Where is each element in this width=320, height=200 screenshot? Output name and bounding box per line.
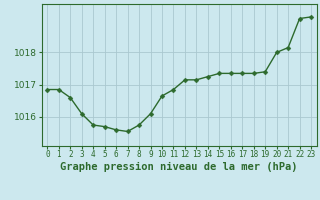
- X-axis label: Graphe pression niveau de la mer (hPa): Graphe pression niveau de la mer (hPa): [60, 162, 298, 172]
